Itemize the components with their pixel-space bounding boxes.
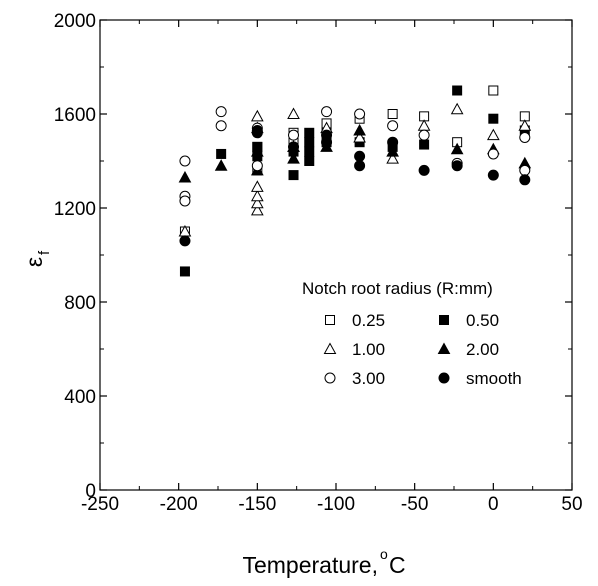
y-tick-label: 800 — [64, 293, 96, 314]
x-tick-label: -150 — [238, 494, 276, 515]
data-point — [488, 85, 499, 96]
data-point — [287, 152, 300, 164]
x-axis-title: Temperature, — [242, 552, 378, 578]
series-3-00 — [179, 106, 531, 207]
plot-frame — [99, 19, 573, 491]
data-point — [519, 164, 531, 176]
data-point — [353, 130, 366, 143]
data-point — [354, 150, 366, 162]
x-tick-label: 50 — [561, 494, 582, 515]
data-point — [251, 124, 263, 136]
x-axis-degree: o — [380, 546, 388, 562]
data-point — [250, 203, 264, 216]
data-point — [486, 128, 500, 141]
y-tick-label: 0 — [85, 481, 96, 502]
data-point — [250, 189, 264, 202]
data-point — [216, 148, 227, 159]
legend: Notch root radius (R:mm) 0.25 0.50 1.00 2.0… — [302, 279, 522, 388]
svg-text:f: f — [36, 250, 53, 255]
data-point — [387, 120, 399, 132]
data-point — [519, 132, 531, 143]
data-points — [178, 85, 532, 277]
y-tick-label: 1600 — [54, 105, 96, 126]
data-point — [488, 113, 499, 124]
y-tick-label: 2000 — [54, 11, 96, 32]
data-point — [354, 160, 366, 172]
series-2-00 — [178, 123, 532, 183]
data-point — [451, 160, 463, 172]
legend-marker — [437, 342, 451, 354]
data-point — [179, 266, 190, 277]
data-point — [178, 170, 192, 183]
data-point — [386, 145, 399, 157]
y-tick-label: 400 — [64, 387, 96, 408]
data-point — [215, 120, 227, 132]
legend-label: 2.00 — [466, 340, 499, 359]
axis-ticks — [99, 19, 573, 491]
data-point — [418, 164, 430, 176]
data-point — [387, 136, 399, 148]
legend-title: Notch root radius (R:mm) — [302, 279, 493, 298]
legend-label: smooth — [466, 369, 522, 388]
data-point — [487, 148, 499, 160]
data-point — [519, 174, 531, 186]
data-point — [353, 123, 366, 136]
data-point — [450, 102, 464, 115]
data-point — [214, 159, 228, 171]
x-tick-label: 0 — [488, 494, 499, 515]
data-point — [518, 119, 532, 131]
data-point — [288, 129, 300, 141]
data-point — [304, 127, 315, 138]
series-smooth — [179, 124, 531, 247]
axis-tick-labels: -250 -200 -150 -100 -50 0 50 0 400 800 1200 1600 200… — [54, 11, 583, 515]
data-point — [452, 85, 463, 96]
y-axis-title: ε f — [21, 250, 53, 267]
y-tick-label: 1200 — [54, 199, 96, 220]
x-axis-unit: C — [389, 552, 406, 578]
x-tick-label: -250 — [81, 494, 119, 515]
legend-marker — [439, 315, 449, 325]
data-point — [287, 107, 300, 119]
data-point — [387, 109, 398, 119]
data-point — [250, 109, 264, 122]
data-point — [288, 141, 300, 153]
data-point — [250, 145, 264, 157]
series-0-25 — [179, 85, 530, 237]
legend-label: 0.50 — [466, 311, 499, 330]
data-point — [288, 170, 299, 181]
data-point — [250, 196, 264, 209]
data-point — [386, 152, 399, 164]
x-tick-label: -100 — [317, 494, 355, 515]
data-point — [321, 129, 333, 141]
data-point — [179, 235, 191, 247]
data-point — [251, 160, 263, 172]
x-tick-label: -50 — [401, 494, 428, 515]
data-point — [450, 142, 464, 155]
data-point — [215, 106, 227, 118]
data-point — [354, 108, 366, 120]
series-1-00 — [178, 102, 532, 237]
legend-marker — [323, 342, 337, 354]
legend-marker — [324, 372, 336, 384]
data-point — [419, 139, 430, 150]
legend-label: 3.00 — [352, 369, 385, 388]
x-tick-label: -200 — [160, 494, 198, 515]
legend-marker — [325, 315, 335, 325]
legend-label: 1.00 — [352, 340, 385, 359]
legend-label: 0.25 — [352, 311, 385, 330]
data-point — [304, 137, 315, 148]
data-point — [304, 156, 315, 166]
svg-text:ε: ε — [21, 257, 47, 267]
data-point — [250, 180, 264, 192]
data-point — [304, 146, 315, 157]
data-point — [179, 155, 191, 167]
data-point — [321, 106, 333, 118]
data-point — [418, 129, 430, 141]
data-point — [417, 119, 431, 131]
data-point — [179, 195, 191, 207]
data-point — [487, 169, 499, 181]
legend-marker — [438, 372, 450, 384]
